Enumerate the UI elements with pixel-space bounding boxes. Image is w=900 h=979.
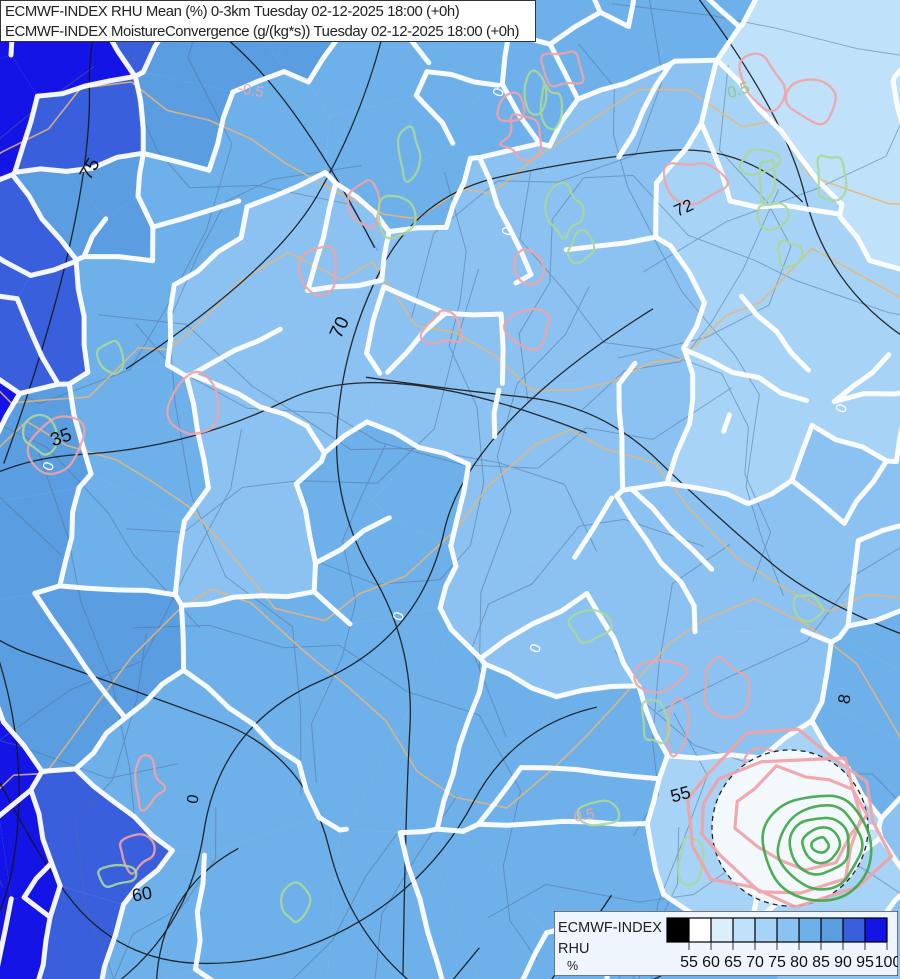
svg-text:85: 85 <box>812 954 830 971</box>
svg-text:70: 70 <box>746 954 764 971</box>
svg-text:RHU: RHU <box>558 941 589 957</box>
svg-text:65: 65 <box>724 954 742 971</box>
svg-text:ECMWF-INDEX: ECMWF-INDEX <box>558 920 662 936</box>
svg-text:80: 80 <box>790 954 808 971</box>
svg-text:0.5: 0.5 <box>572 805 595 825</box>
svg-text:60: 60 <box>130 883 153 906</box>
svg-text:75: 75 <box>768 954 786 971</box>
svg-text:60: 60 <box>702 954 720 971</box>
svg-text:100: 100 <box>875 954 898 971</box>
svg-text:%: % <box>567 959 578 973</box>
svg-text:55: 55 <box>680 954 698 971</box>
svg-text:95: 95 <box>856 954 874 971</box>
svg-text:90: 90 <box>834 954 852 971</box>
